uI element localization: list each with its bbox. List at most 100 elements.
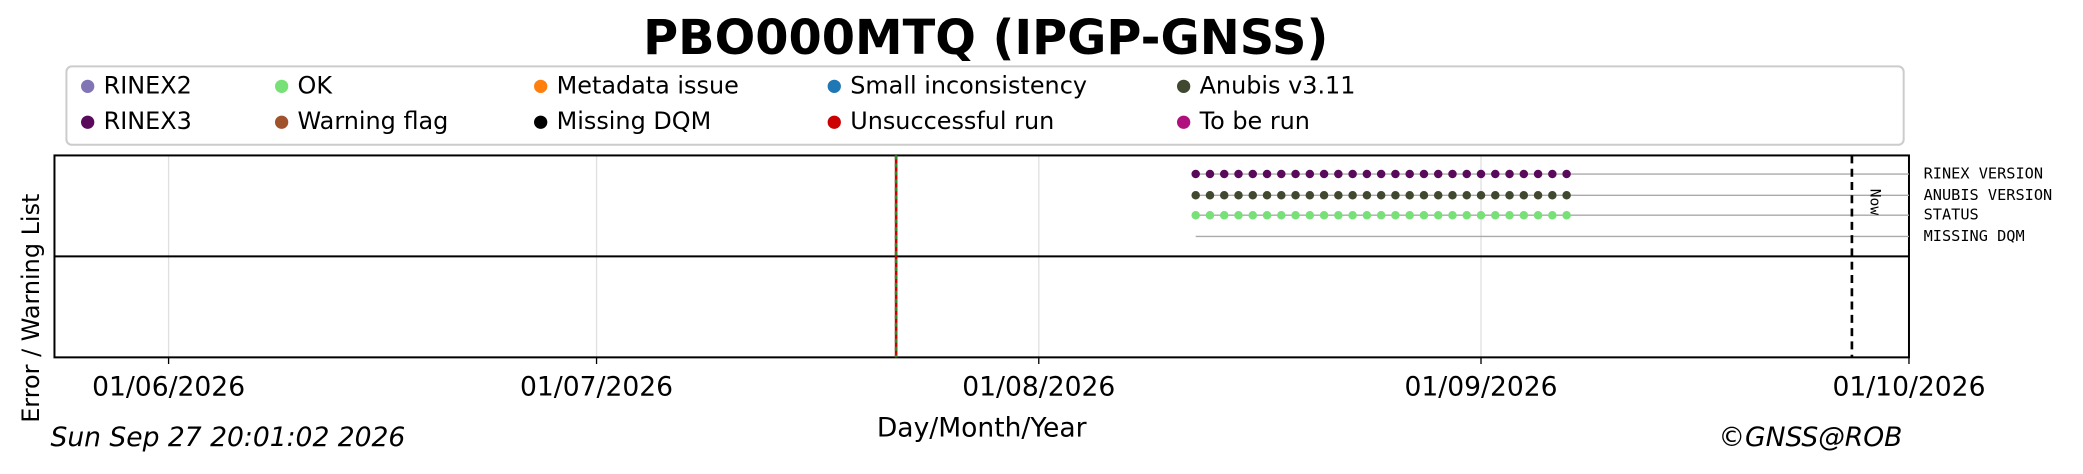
row-dot [1277, 169, 1286, 179]
row-dot [1248, 169, 1258, 179]
row-dot [1291, 169, 1300, 179]
row-dot [1191, 169, 1200, 179]
legend-label: OK [298, 71, 334, 99]
row-dot [1476, 169, 1486, 179]
row-dot [1334, 169, 1343, 179]
row-dot [1205, 191, 1215, 200]
legend-label: RINEX2 [104, 71, 192, 99]
legend-label: Anubis v3.11 [1200, 71, 1356, 99]
row-dot [1419, 210, 1429, 220]
row-dot [1334, 191, 1343, 200]
legend-marker [827, 115, 841, 129]
row-dot [1391, 169, 1400, 179]
row-dot [1505, 169, 1514, 179]
row-dot [1505, 210, 1514, 220]
row-dot [1433, 169, 1443, 179]
legend-marker [534, 79, 548, 93]
row-dot [1476, 191, 1486, 200]
row-dot [1405, 191, 1414, 200]
row-dot [1348, 169, 1357, 179]
row-dot [1548, 191, 1557, 200]
row-dot [1305, 169, 1315, 179]
legend-label: Small inconsistency [850, 71, 1087, 99]
legend-marker [274, 79, 289, 93]
row-dot [1319, 169, 1329, 179]
row-dot [1262, 210, 1272, 220]
row-dot [1548, 169, 1557, 179]
row-label: ANUBIS VERSION [1924, 186, 2053, 204]
legend-label: To be run [1199, 107, 1310, 135]
row-dot [1562, 210, 1571, 220]
row-dot [1433, 210, 1443, 220]
row-dot [1533, 210, 1543, 220]
row-dot [1262, 191, 1272, 200]
legend-marker [1177, 115, 1191, 129]
legend-marker [81, 115, 95, 129]
row-dot [1491, 191, 1500, 200]
row-dot [1291, 191, 1300, 200]
legend-marker [274, 115, 289, 129]
row-dot [1277, 191, 1286, 200]
row-dot [1448, 191, 1457, 200]
row-dot [1362, 191, 1372, 200]
row-dot [1433, 191, 1443, 200]
row-dot [1462, 169, 1471, 179]
row-dot [1319, 191, 1329, 200]
row-label: RINEX VERSION [1924, 165, 2043, 183]
row-dot [1462, 210, 1471, 220]
row-dot [1491, 210, 1500, 220]
row-dot [1419, 191, 1429, 200]
legend-box [65, 65, 1905, 146]
now-label: Now [1866, 189, 1883, 216]
row-dot [1548, 210, 1557, 220]
row-dot [1262, 169, 1272, 179]
row-dot [1519, 191, 1529, 200]
row-dot [1405, 169, 1414, 179]
row-dot [1234, 191, 1243, 200]
row-dot [1362, 210, 1372, 220]
row-dot [1448, 210, 1457, 220]
row-dot [1219, 210, 1229, 220]
row-dot [1219, 169, 1229, 179]
row-dot [1376, 169, 1386, 179]
row-label: STATUS [1924, 206, 1979, 224]
row-dot [1562, 169, 1571, 179]
legend-marker [534, 115, 548, 129]
x-tick-label: 01/08/2026 [962, 371, 1115, 402]
legend-label: Metadata issue [557, 71, 739, 99]
legend-label: Warning flag [298, 107, 449, 135]
row-dot [1533, 169, 1543, 179]
row-dot [1362, 169, 1372, 179]
row-dot [1277, 210, 1286, 220]
row-dot [1505, 191, 1514, 200]
row-dot [1419, 169, 1429, 179]
row-dot [1476, 210, 1486, 220]
row-dot [1234, 169, 1243, 179]
row-dot [1348, 191, 1357, 200]
legend-marker [1177, 79, 1191, 93]
x-tick-label: 01/09/2026 [1405, 371, 1558, 402]
row-dot [1519, 210, 1529, 220]
row-dot [1376, 191, 1386, 200]
row-dot [1205, 169, 1215, 179]
timestamp: Sun Sep 27 20:01:02 2026 [50, 422, 405, 453]
x-tick-label: 01/10/2026 [1832, 371, 1985, 402]
row-label: MISSING DQM [1924, 227, 2025, 245]
row-dot [1291, 210, 1300, 220]
row-dot [1491, 169, 1500, 179]
legend-marker [81, 79, 95, 93]
row-dot [1533, 191, 1543, 200]
y-axis-label: Error / Warning List [17, 194, 45, 423]
chart-title: PBO000MTQ (IPGP-GNSS) [643, 11, 1328, 66]
row-dot [1234, 210, 1243, 220]
legend-label: Missing DQM [557, 107, 712, 135]
row-dot [1219, 191, 1229, 200]
x-tick-label: 01/06/2026 [92, 371, 245, 402]
row-dot [1391, 191, 1400, 200]
row-dot [1391, 210, 1400, 220]
row-dot [1305, 210, 1315, 220]
row-dot [1562, 191, 1571, 200]
legend-label: Unsuccessful run [850, 107, 1054, 135]
x-tick-label: 01/07/2026 [520, 371, 673, 402]
